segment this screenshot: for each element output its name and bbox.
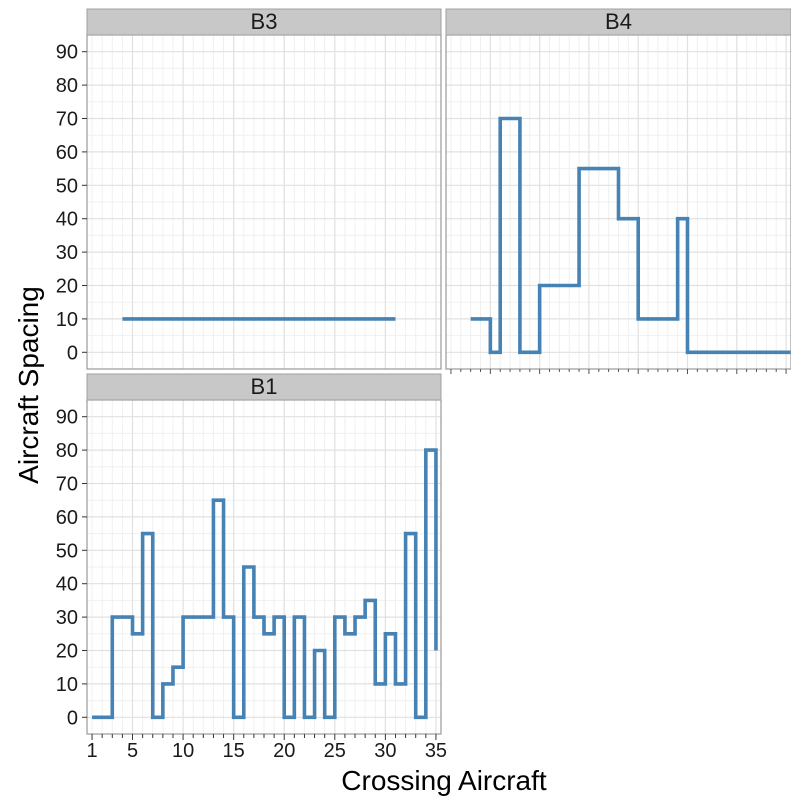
x-axis-title: Crossing Aircraft [341,765,547,796]
y-tick-label: 50 [56,540,78,562]
x-tick-label: 20 [273,740,295,762]
x-tick-label: 30 [374,740,396,762]
y-tick-label: 50 [56,175,78,197]
y-tick-label: 10 [56,674,78,696]
facet-strip [445,8,791,36]
series-line-b1 [92,448,438,720]
y-tick-label: 70 [56,109,78,131]
y-tick-label: 90 [56,42,78,64]
panel-b3: B3 0 10 20 30 40 50 60 70 80 90 [56,8,442,370]
facet-strip [86,8,442,36]
y-tick-label: 0 [67,342,78,364]
facet-strip-label: B4 [605,9,632,34]
y-tick-label: 40 [56,209,78,231]
y-tick-label: 80 [56,75,78,97]
x-tick-label: 5 [127,740,138,762]
facet-strip-label: B3 [251,9,278,34]
x-tick-label: 35 [425,740,447,762]
y-tick-label: 10 [56,309,78,331]
y-tick-label: 90 [56,407,78,429]
y-tick-label: 30 [56,242,78,264]
y-tick-label: 40 [56,574,78,596]
y-axis-title: Aircraft Spacing [13,286,44,484]
y-tick-label: 20 [56,641,78,663]
x-tick-label: 10 [172,740,194,762]
major-grid [87,35,441,369]
facet-strip-label: B1 [251,374,278,399]
y-tick-label: 0 [67,707,78,729]
major-grid [446,35,791,369]
x-tick-label: 1 [86,740,97,762]
x-tick-label: 15 [223,740,245,762]
series-line-b4 [470,116,791,355]
panel-b4: B4 [445,8,791,374]
major-grid [87,400,441,734]
y-tick-label: 20 [56,276,78,298]
y-tick-label: 60 [56,142,78,164]
y-tick-label: 80 [56,440,78,462]
facet-strip [86,373,442,401]
y-tick-label: 60 [56,507,78,529]
y-tick-label: 30 [56,607,78,629]
y-tick-label: 70 [56,474,78,496]
x-tick-label: 25 [324,740,346,762]
